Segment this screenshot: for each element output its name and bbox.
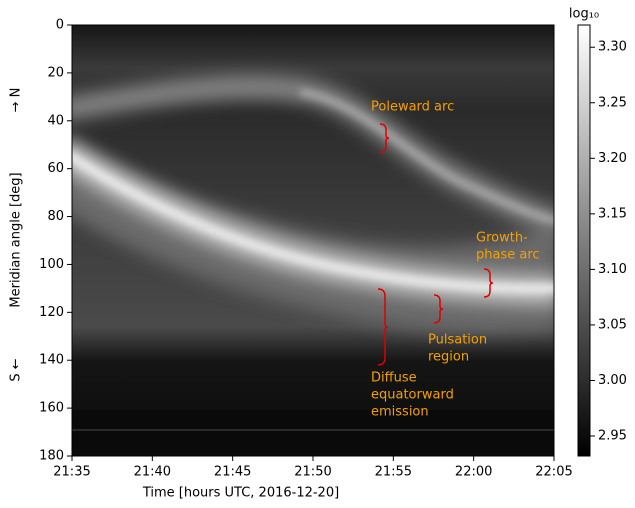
x-tick-label: 22:05	[535, 465, 572, 480]
colorbar-tick-label: 3.15	[598, 206, 627, 221]
y-tick-label: 20	[47, 65, 64, 80]
colorbar-tick-label: 2.95	[598, 429, 627, 444]
annotation: Growth-	[476, 231, 528, 246]
y-tick-label: 60	[47, 161, 64, 176]
annotation: phase arc	[476, 248, 540, 263]
brackets	[377, 123, 494, 366]
x-axis-label: Time [hours UTC, 2016-12-20]	[142, 486, 339, 501]
annotation: emission	[371, 405, 429, 420]
y-tick-label: 40	[47, 113, 64, 128]
colorbar	[577, 24, 591, 457]
x-tick-label: 21:45	[214, 465, 251, 480]
colorbar-tick-label: 3.25	[598, 95, 627, 110]
y-tick-label: 80	[47, 209, 64, 224]
south-label: S ←	[9, 358, 24, 381]
annotation: Diffuse	[371, 371, 417, 386]
x-tick-label: 21:55	[375, 465, 412, 480]
y-tick-label: 120	[39, 305, 64, 320]
y-tick-label: 160	[39, 401, 64, 416]
annotation: Poleward arc	[371, 100, 454, 115]
colorbar-tick-label: 3.10	[598, 262, 627, 277]
colorbar-label: log₁₀	[569, 7, 599, 22]
annotation: region	[428, 350, 469, 365]
y-tick-label: 0	[56, 18, 64, 33]
y-tick-label: 140	[39, 353, 64, 368]
annotations: Poleward arc Growth-phase arc Pulsation reg…	[371, 100, 540, 420]
colorbar-tick-label: 3.00	[598, 373, 627, 388]
keogram-image	[72, 25, 554, 456]
x-tick-label: 21:35	[53, 465, 90, 480]
x-tick-label: 22:00	[455, 465, 492, 480]
annotation: Pulsation	[428, 333, 487, 348]
y-tick-label: 100	[39, 257, 64, 272]
x-tick-label: 21:50	[294, 465, 331, 480]
annotation: equatorward	[371, 388, 454, 403]
colorbar-tick-label: 3.30	[598, 40, 627, 55]
y-tick-label: 180	[39, 449, 64, 464]
colorbar-tick-label: 3.20	[598, 151, 627, 166]
y-axis-label: Meridian angle [deg]	[9, 172, 24, 307]
x-tick-label: 21:40	[134, 465, 171, 480]
colorbar-tick-label: 3.05	[598, 317, 627, 332]
north-label: → N	[9, 88, 24, 113]
